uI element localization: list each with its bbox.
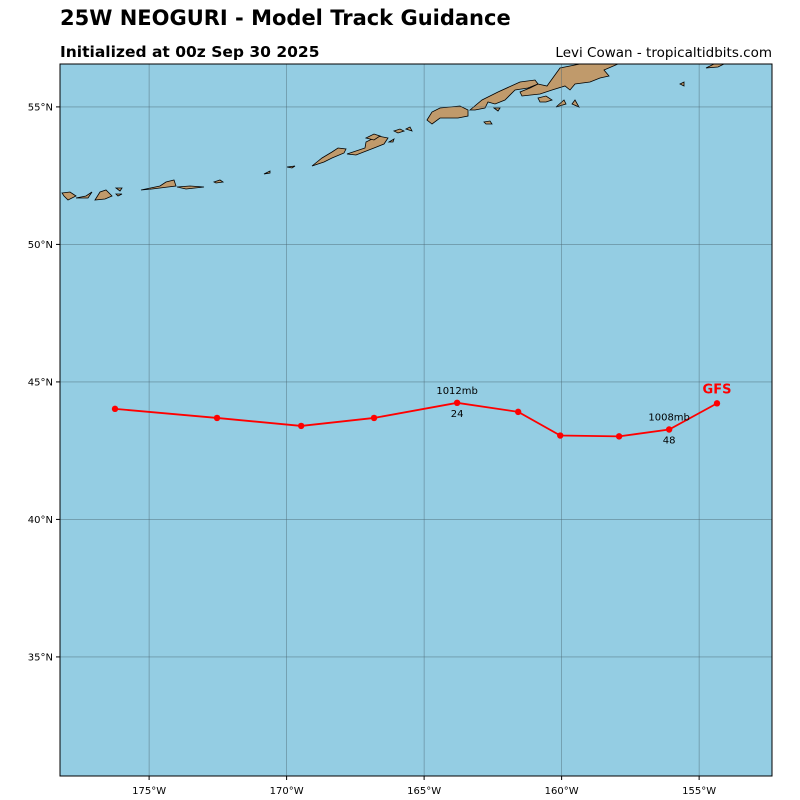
credit: Levi Cowan - tropicaltidbits.com — [555, 45, 772, 61]
track-point — [453, 399, 461, 407]
land-mass — [94, 189, 113, 201]
longitude-label: 170°W — [270, 786, 304, 797]
land-mass — [286, 165, 296, 169]
latitude-label: 45°N — [28, 377, 53, 388]
forecast-hour-label: 24 — [451, 409, 464, 420]
track-point — [665, 426, 673, 433]
land-mass — [387, 138, 395, 143]
land-mass — [140, 179, 177, 191]
land-mass — [364, 133, 381, 141]
longitude-label: 160°W — [545, 786, 579, 797]
track-point — [557, 432, 564, 439]
track-point — [514, 408, 522, 416]
land-mass — [679, 81, 685, 87]
land-mass — [114, 187, 123, 192]
land-mass — [311, 147, 347, 167]
land-mass — [176, 185, 205, 190]
land-mass — [75, 191, 93, 199]
land-mass — [571, 99, 580, 108]
model-label: GFS — [703, 382, 732, 397]
forecast-hour-label: 48 — [663, 435, 676, 446]
latitude-label: 55°N — [28, 102, 53, 113]
longitude-label: 165°W — [407, 786, 441, 797]
map-title: 25W NEOGURI - Model Track Guidance — [60, 6, 511, 30]
land-mass — [537, 95, 553, 103]
land-mass — [115, 193, 123, 197]
longitude-label: 155°W — [682, 786, 716, 797]
land-mass — [555, 99, 567, 108]
track-point — [213, 414, 221, 422]
land-mass — [346, 135, 389, 156]
init-time: Initialized at 00z Sep 30 2025 — [60, 43, 320, 61]
longitude-label: 175°W — [132, 786, 166, 797]
land-mass — [212, 179, 225, 184]
land-mass — [392, 128, 406, 134]
land-mass — [404, 126, 413, 132]
land-mass — [492, 107, 501, 112]
latitude-label: 50°N — [28, 240, 53, 251]
land-mass — [61, 191, 77, 201]
land-mass — [426, 105, 469, 125]
map-frame — [59, 63, 773, 777]
track-point — [713, 400, 721, 407]
track-point — [615, 433, 623, 440]
latitude-label: 35°N — [28, 652, 53, 663]
track-point — [297, 422, 305, 430]
pressure-label: 1008mb — [648, 412, 690, 423]
track-point — [370, 414, 378, 422]
track-line-gfs — [114, 401, 718, 438]
track-point — [111, 405, 119, 413]
land-mass — [483, 120, 493, 125]
land-mass — [263, 170, 271, 175]
ocean — [60, 64, 772, 776]
latitude-label: 40°N — [28, 515, 53, 526]
pressure-label: 1012mb — [436, 386, 478, 397]
